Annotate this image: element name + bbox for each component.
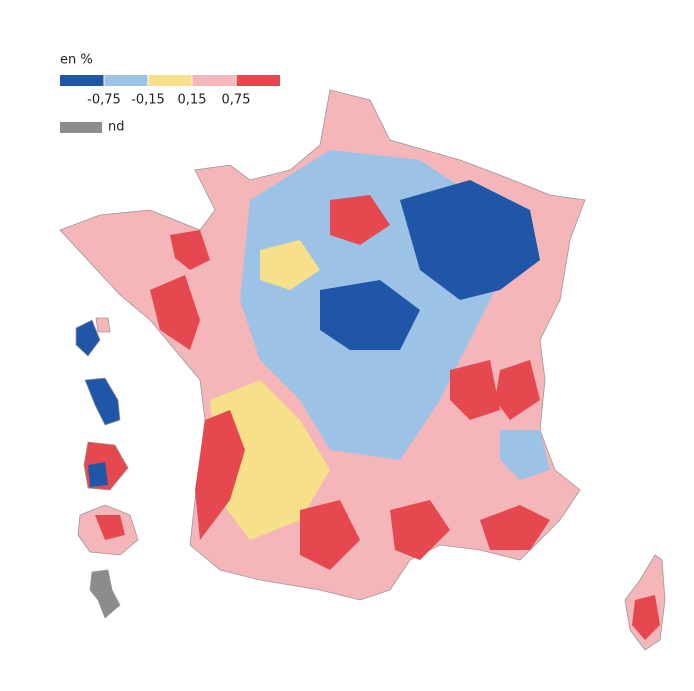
legend-tick-label: 0,75 (222, 93, 251, 108)
region-area (330, 195, 390, 245)
legend-swatch (192, 75, 236, 86)
legend-tick-label: -0,15 (131, 93, 165, 108)
region-area (95, 515, 125, 540)
legend-tick-label: 0,15 (178, 93, 207, 108)
region-area (320, 280, 420, 350)
region-area (390, 500, 450, 560)
region-area (300, 500, 360, 570)
region-area (480, 505, 550, 550)
legend-nd-label: nd (108, 120, 125, 135)
region-area (495, 360, 540, 420)
legend-swatch (148, 75, 192, 86)
region-area (170, 230, 210, 270)
legend-swatch (60, 75, 104, 86)
region-area (400, 180, 540, 300)
legend-swatch (104, 75, 148, 86)
legend-nd-swatch (60, 122, 102, 133)
region-area (150, 275, 200, 350)
legend-swatch (236, 75, 280, 86)
legend: -0,75 -0,15 0,15 0,75 nd (60, 75, 280, 135)
region-area (195, 410, 245, 540)
region-area (88, 462, 108, 487)
region-area (210, 380, 330, 540)
legend-tick-label: -0,75 (87, 93, 121, 108)
map-areas (59, 89, 666, 651)
region-area (75, 319, 101, 357)
region-area (450, 360, 500, 420)
region-area (95, 317, 111, 333)
region-area (260, 240, 320, 290)
legend-title: en % (60, 53, 93, 68)
region-area (500, 430, 550, 480)
region-area (84, 377, 121, 426)
region-area (632, 595, 660, 640)
nd-area (89, 569, 121, 619)
